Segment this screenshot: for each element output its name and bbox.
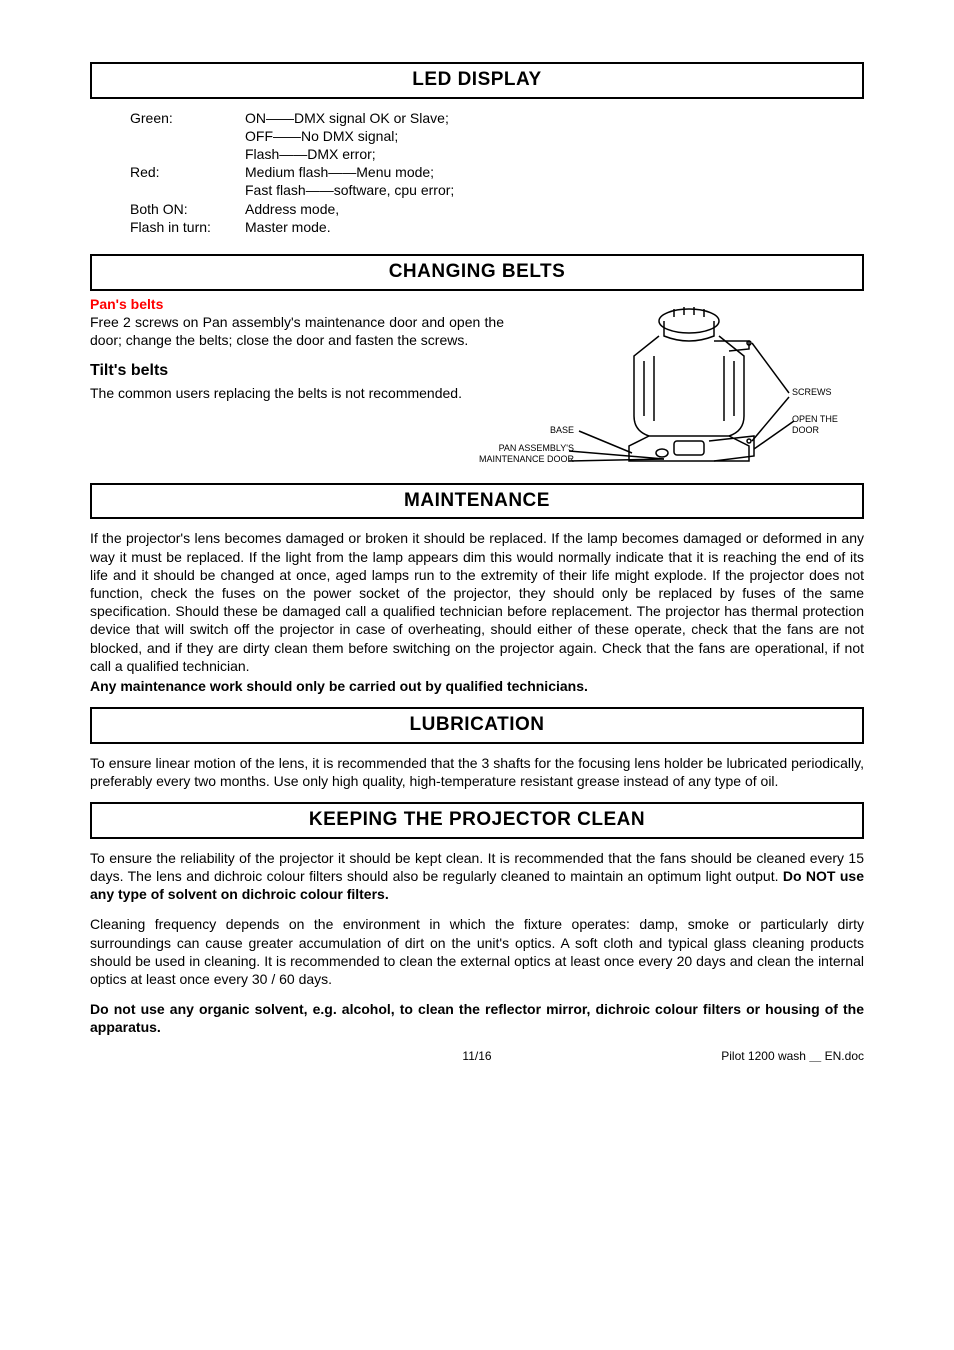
section-changing-belts-title: CHANGING BELTS [90, 254, 864, 291]
led-green-line-2: Flash——DMX error; [245, 145, 449, 163]
section-lubrication-title: LUBRICATION [90, 707, 864, 744]
cleaning-p1a: To ensure the reliability of the project… [90, 850, 864, 884]
led-display-table: Green: ON——DMX signal OK or Slave; OFF——… [130, 109, 864, 236]
section-maintenance-title: MAINTENANCE [90, 483, 864, 520]
led-red-label: Red: [130, 163, 245, 199]
section-led-display-title: LED DISPLAY [90, 62, 864, 99]
maintenance-body: If the projector's lens becomes damaged … [90, 529, 864, 675]
diagram-label-screws: SCREWS [792, 387, 832, 399]
cleaning-p3: Do not use any organic solvent, e.g. alc… [90, 1000, 864, 1036]
cleaning-p1: To ensure the reliability of the project… [90, 849, 864, 904]
belts-diagram: SCREWS OPEN THE DOOR BASE PAN ASSEMBLY'S… [514, 301, 864, 481]
led-red-line-0: Medium flash——Menu mode; [245, 163, 454, 181]
led-both-label: Both ON: [130, 200, 245, 218]
led-green-line-0: ON——DMX signal OK or Slave; [245, 109, 449, 127]
page-footer: 11/16 Pilot 1200 wash ＿ EN.doc [90, 1049, 864, 1065]
lubrication-body: To ensure linear motion of the lens, it … [90, 754, 864, 790]
pan-belts-text: Free 2 screws on Pan assembly's maintena… [90, 313, 504, 349]
pan-belts-heading: Pan's belts [90, 295, 504, 313]
maintenance-bold: Any maintenance work should only be carr… [90, 677, 864, 695]
cleaning-p2: Cleaning frequency depends on the enviro… [90, 915, 864, 988]
led-flash-label: Flash in turn: [130, 218, 245, 236]
footer-doc-name: Pilot 1200 wash ＿ EN.doc [606, 1049, 864, 1065]
led-flash-line-0: Master mode. [245, 218, 331, 236]
footer-page-number: 11/16 [348, 1049, 606, 1065]
diagram-label-base: BASE [550, 425, 574, 437]
led-both-line-0: Address mode, [245, 200, 339, 218]
diagram-label-open: OPEN THE DOOR [792, 414, 864, 437]
tilt-belts-heading: Tilt's belts [90, 361, 504, 382]
led-red-line-1: Fast flash——software, cpu error; [245, 181, 454, 199]
tilt-belts-text: The common users replacing the belts is … [90, 384, 504, 402]
section-cleaning-title: KEEPING THE PROJECTOR CLEAN [90, 802, 864, 839]
diagram-label-maint: PAN ASSEMBLY'S MAINTENANCE DOOR [474, 443, 574, 466]
led-green-line-1: OFF——No DMX signal; [245, 127, 449, 145]
led-green-label: Green: [130, 109, 245, 164]
